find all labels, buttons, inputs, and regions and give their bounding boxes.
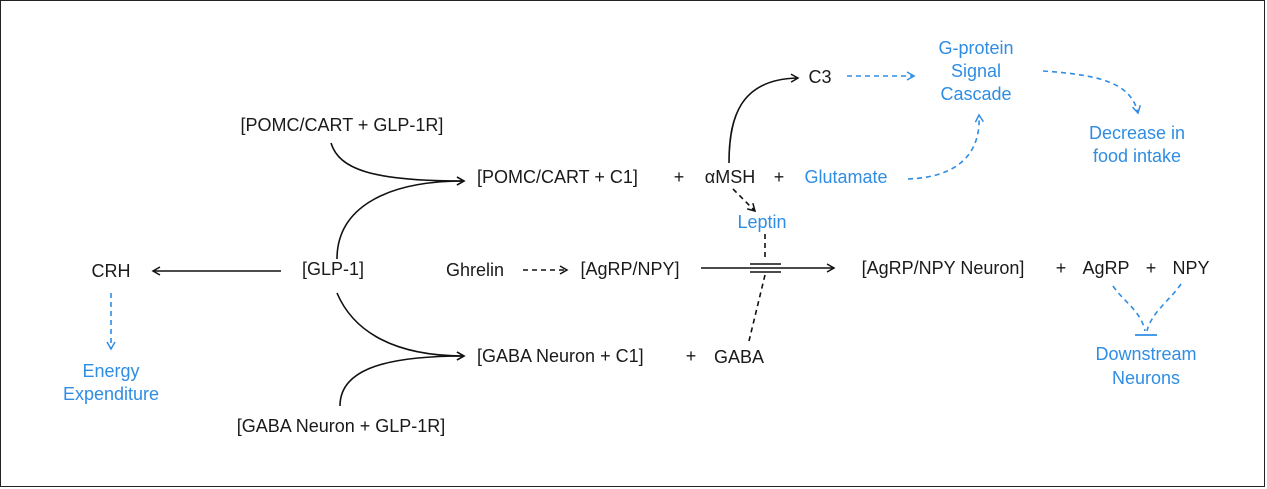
- node-decrease-line1: Decrease in: [1089, 123, 1185, 143]
- plus-sign: +: [686, 346, 697, 366]
- edge-amsh-to-leptin: [732, 188, 757, 213]
- edge-glp1-to-gaba-c1: [336, 292, 466, 361]
- node-gaba: GABA: [714, 347, 764, 367]
- node-pomc-glp1r: [POMC/CART + GLP-1R]: [241, 115, 444, 135]
- edge-amsh-to-c3: [728, 73, 800, 164]
- node-ghrelin: Ghrelin: [446, 260, 504, 280]
- node-downstream-line2: Neurons: [1112, 368, 1180, 388]
- node-agrp: AgRP: [1082, 258, 1129, 278]
- node-gaba-glp1r: [GABA Neuron + GLP-1R]: [237, 416, 446, 436]
- node-glutamate: Glutamate: [804, 167, 887, 187]
- node-gprotein-line3: Cascade: [940, 84, 1011, 104]
- edge-glutamate-to-gprotein: [907, 113, 985, 180]
- node-gprotein-line2: Signal: [951, 61, 1001, 81]
- node-energy-line2: Expenditure: [63, 384, 159, 404]
- node-agrp-neuron: [AgRP/NPY Neuron]: [862, 258, 1025, 278]
- plus-sign: +: [1056, 258, 1067, 278]
- node-gprotein-line1: G-protein: [938, 38, 1013, 58]
- plus-sign: +: [1146, 258, 1157, 278]
- edge-gprotein-to-decrease: [1042, 70, 1142, 115]
- node-c3: C3: [808, 67, 831, 87]
- edge-glp1-to-pomc-c1: [336, 176, 466, 260]
- node-decrease-line2: food intake: [1093, 146, 1181, 166]
- edge-gaba-inhibit: [748, 274, 766, 342]
- plus-sign: +: [774, 167, 785, 187]
- node-npy: NPY: [1172, 258, 1209, 278]
- edge-agrp-to-downstream: [1112, 285, 1146, 332]
- edge-npy-to-downstream: [1146, 283, 1182, 332]
- edge-pomc-glp1r-to-pomc-c1: [330, 142, 466, 186]
- node-downstream-line1: Downstream: [1095, 344, 1196, 364]
- node-leptin: Leptin: [737, 212, 786, 232]
- node-agrp-npy: [AgRP/NPY]: [580, 259, 679, 279]
- node-crh: CRH: [92, 261, 131, 281]
- plus-sign: +: [674, 167, 685, 187]
- node-energy-line1: Energy: [82, 361, 139, 381]
- edge-gaba-glp1r-to-gaba-c1: [339, 351, 466, 407]
- node-gaba-c1: [GABA Neuron + C1]: [477, 346, 644, 366]
- node-pomc-c1: [POMC/CART + C1]: [477, 167, 638, 187]
- node-glp1: [GLP-1]: [302, 259, 364, 279]
- node-amsh: αMSH: [705, 167, 755, 187]
